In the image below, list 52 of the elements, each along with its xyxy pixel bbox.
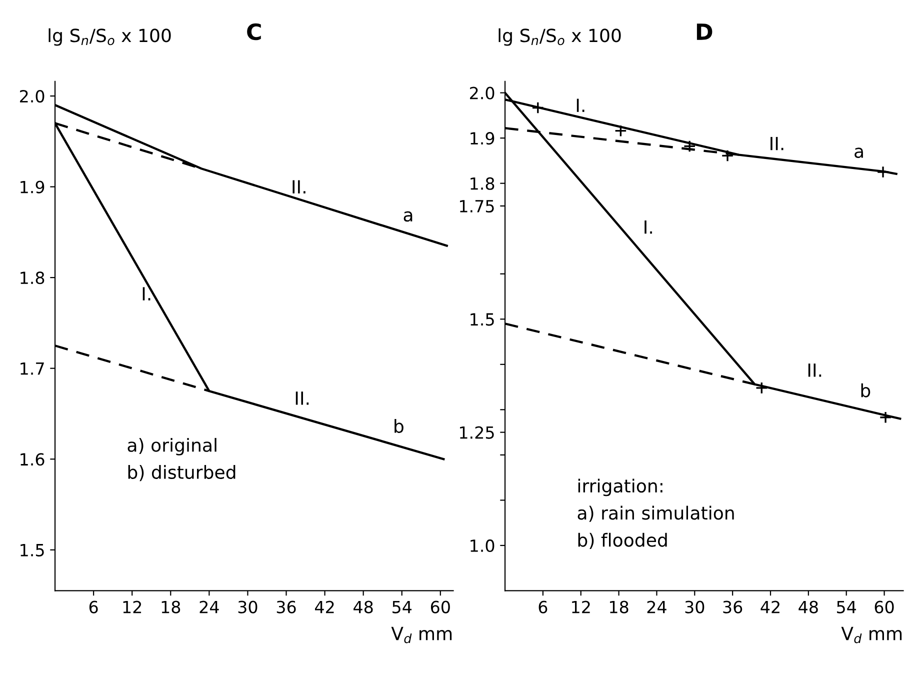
annotation: I. bbox=[576, 98, 584, 112]
annotation: a bbox=[854, 148, 863, 158]
y-tick-label: 1.25 bbox=[460, 426, 494, 439]
y-tick-label: 1.9 bbox=[20, 180, 44, 194]
x-tick-label: 54 bbox=[837, 600, 856, 614]
x-tick-label: 24 bbox=[647, 600, 666, 614]
x-tick-label: 6 bbox=[538, 600, 548, 614]
annotation: a) original b) disturbed bbox=[128, 438, 236, 482]
x-axis-title: V$_{d}$ mm bbox=[841, 626, 902, 644]
y-tick-label: 2.0 bbox=[470, 86, 494, 100]
annotation: irrigation: a) rain simulation b) flooded bbox=[578, 478, 734, 549]
x-axis-title: V$_{d}$ mm bbox=[391, 626, 452, 644]
chart-title: D bbox=[696, 24, 712, 40]
y-axis-title: lg S$_{n}$/S$_{o}$ x 100 bbox=[498, 28, 621, 46]
y-tick-label: 2.0 bbox=[20, 90, 44, 103]
y-tick-label: 1.8 bbox=[20, 272, 44, 284]
annotation: I. bbox=[142, 287, 150, 300]
annotation: II. bbox=[292, 180, 306, 194]
x-tick-label: 36 bbox=[276, 600, 296, 614]
annotation: II. bbox=[770, 136, 784, 150]
annotation: b bbox=[394, 419, 404, 434]
x-tick-label: 48 bbox=[354, 600, 373, 614]
x-tick-label: 30 bbox=[685, 600, 704, 614]
x-tick-label: 42 bbox=[315, 600, 334, 614]
x-tick-label: 48 bbox=[798, 600, 818, 614]
x-tick-label: 12 bbox=[572, 600, 590, 614]
x-tick-label: 6 bbox=[89, 600, 98, 614]
x-tick-label: 42 bbox=[760, 600, 780, 614]
y-tick-label: 1.0 bbox=[470, 539, 494, 552]
x-tick-label: 54 bbox=[392, 600, 412, 614]
y-tick-label: 1.6 bbox=[20, 453, 44, 466]
y-axis-title: lg S$_{n}$/S$_{o}$ x 100 bbox=[48, 28, 171, 46]
y-tick-label: 1.5 bbox=[20, 544, 44, 556]
annotation: I. bbox=[644, 220, 652, 234]
x-tick-label: 12 bbox=[123, 600, 142, 614]
x-tick-label: 18 bbox=[162, 600, 180, 614]
y-tick-label: 1.5 bbox=[470, 313, 494, 326]
chart-title: C bbox=[247, 23, 261, 40]
annotation: a bbox=[404, 211, 412, 222]
annotation: II. bbox=[296, 392, 309, 405]
annotation: II. bbox=[808, 364, 822, 377]
x-tick-label: 18 bbox=[610, 600, 628, 614]
x-tick-label: 36 bbox=[723, 600, 742, 614]
x-tick-label: 60 bbox=[874, 600, 894, 614]
x-tick-label: 24 bbox=[200, 600, 219, 614]
y-tick-label: 1.9 bbox=[470, 132, 494, 145]
y-tick-label: 1.7 bbox=[20, 362, 44, 375]
y-tick-label: 1.75 bbox=[460, 200, 494, 213]
x-tick-label: 60 bbox=[430, 600, 450, 614]
x-tick-label: 30 bbox=[238, 600, 258, 614]
y-tick-label: 1.8 bbox=[470, 177, 494, 190]
annotation: b bbox=[861, 383, 870, 398]
